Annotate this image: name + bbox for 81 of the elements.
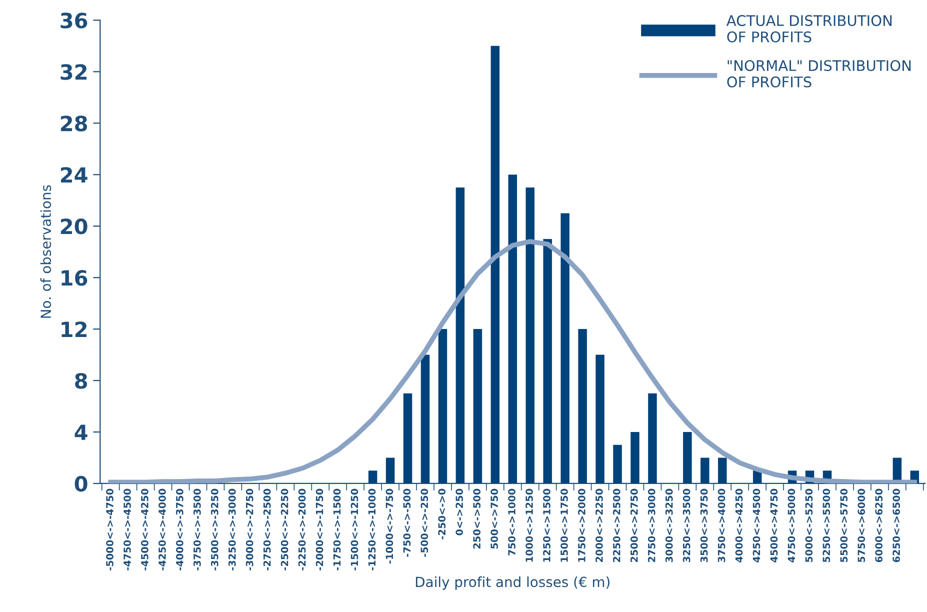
- y-tick-label: 8: [75, 372, 88, 389]
- x-tick-label: 1000<->1250: [526, 488, 533, 562]
- x-tick-label: -750<->-500: [403, 488, 411, 557]
- y-tick-label: 36: [60, 12, 88, 28]
- y-tick-label: 32: [60, 64, 86, 80]
- legend-label: ACTUAL DISTRIBUTION OF PROFITS: [726, 15, 892, 42]
- x-tick-label: 1750<->2000: [578, 488, 586, 562]
- x-tick-label: 1500<->1750: [560, 488, 568, 562]
- bar: [560, 213, 570, 484]
- x-tick-label: 4750<->5000: [788, 488, 796, 562]
- bar: [456, 187, 465, 484]
- x-tick-label: 3250<->3500: [682, 488, 690, 562]
- x-tick-label: -500<->-250: [420, 488, 428, 557]
- x-tick-label: 2250<->2500: [612, 488, 620, 562]
- x-tick-label: -1750<->-1500: [333, 488, 341, 570]
- x-tick-label: -2000<->-1750: [316, 488, 324, 570]
- x-tick-label: -4000<->-3750: [176, 488, 184, 570]
- bar: [630, 432, 640, 484]
- bar: [578, 329, 587, 484]
- x-tick-label: -250<->0: [438, 488, 446, 540]
- bar: [473, 329, 482, 484]
- y-axis-title: No. of observations: [40, 185, 52, 318]
- x-tick-label: -1500<->-1250: [350, 488, 358, 570]
- legend-label: "NORMAL" DISTRIBUTION OF PROFITS: [727, 60, 911, 88]
- x-tick-label: 3500<->3750: [700, 488, 708, 562]
- x-tick-label: 3750<->4000: [718, 488, 726, 562]
- x-tick-label: 6000<->6250: [875, 488, 883, 562]
- x-tick-label: 2750<->3000: [648, 488, 656, 562]
- bar: [438, 329, 448, 484]
- x-tick-label: -4750<->-4500: [124, 488, 131, 570]
- x-tick-label: -4500<->-4250: [141, 488, 148, 570]
- x-tick-label: -1000<->-750: [386, 488, 394, 564]
- bar: [508, 174, 517, 484]
- bar: [718, 458, 727, 484]
- x-tick-label: -3750<->-3500: [193, 488, 201, 570]
- x-tick-label: 750<->1000: [508, 488, 516, 556]
- bar: [700, 458, 710, 484]
- x-tick-label: 2500<->2750: [630, 488, 638, 562]
- x-tick-label: 4250<->4500: [752, 488, 760, 562]
- x-tick-label: 4500<->4750: [770, 488, 778, 562]
- y-tick-label: 24: [60, 167, 88, 183]
- bar: [543, 238, 552, 484]
- x-tick-label: 0<->250: [456, 488, 464, 536]
- x-tick-label: 250<->500: [473, 488, 480, 548]
- x-tick-label: 500<->750: [490, 488, 498, 549]
- x-tick-label: 6250<->6500: [892, 488, 900, 562]
- x-tick-label: 5250<->5500: [822, 488, 830, 562]
- y-tick-label: 20: [60, 218, 88, 234]
- x-tick-label: 4000<->4250: [735, 488, 743, 562]
- bar: [386, 458, 395, 484]
- x-tick-label: -2250<->-2000: [298, 488, 306, 570]
- y-tick-label: 16: [62, 270, 88, 286]
- x-tick-label: -4250<->-4000: [158, 488, 166, 570]
- y-tick-label: 4: [74, 424, 88, 440]
- x-axis-title: Daily profit and losses (€ m): [416, 576, 610, 590]
- y-tick-label: 12: [62, 322, 86, 337]
- bar: [648, 393, 657, 484]
- bar: [596, 354, 604, 484]
- x-tick-label: 1250<->1500: [543, 488, 550, 562]
- x-tick-label: -5000<->-4750: [106, 488, 114, 570]
- x-tick-label: -1250<->-1000: [368, 488, 376, 570]
- bar: [403, 393, 412, 484]
- bar: [613, 444, 622, 484]
- x-tick-label: -3000<->-2750: [246, 488, 254, 570]
- x-tick-label: -2750<->-2500: [263, 488, 271, 570]
- x-tick-label: 3000<->3250: [665, 488, 673, 562]
- bar: [526, 187, 534, 484]
- x-tick-label: -3250<->-3000: [228, 488, 236, 570]
- y-tick-label: 28: [60, 116, 88, 132]
- x-tick-label: 5500<->5750: [840, 488, 848, 562]
- x-tick-label: 5000<->5250: [805, 488, 813, 562]
- y-tick-label: 0: [74, 476, 88, 492]
- bar: [683, 432, 692, 484]
- bar: [368, 470, 378, 484]
- line-series: [108, 239, 918, 484]
- x-tick-label: 2000<->2250: [595, 488, 603, 562]
- bar: [490, 46, 500, 484]
- x-tick-label: 5750<->6000: [858, 488, 866, 562]
- x-tick-label: -2500<->-2250: [280, 488, 288, 570]
- x-tick-label: -3500<->-3250: [210, 488, 218, 570]
- bar: [420, 354, 430, 484]
